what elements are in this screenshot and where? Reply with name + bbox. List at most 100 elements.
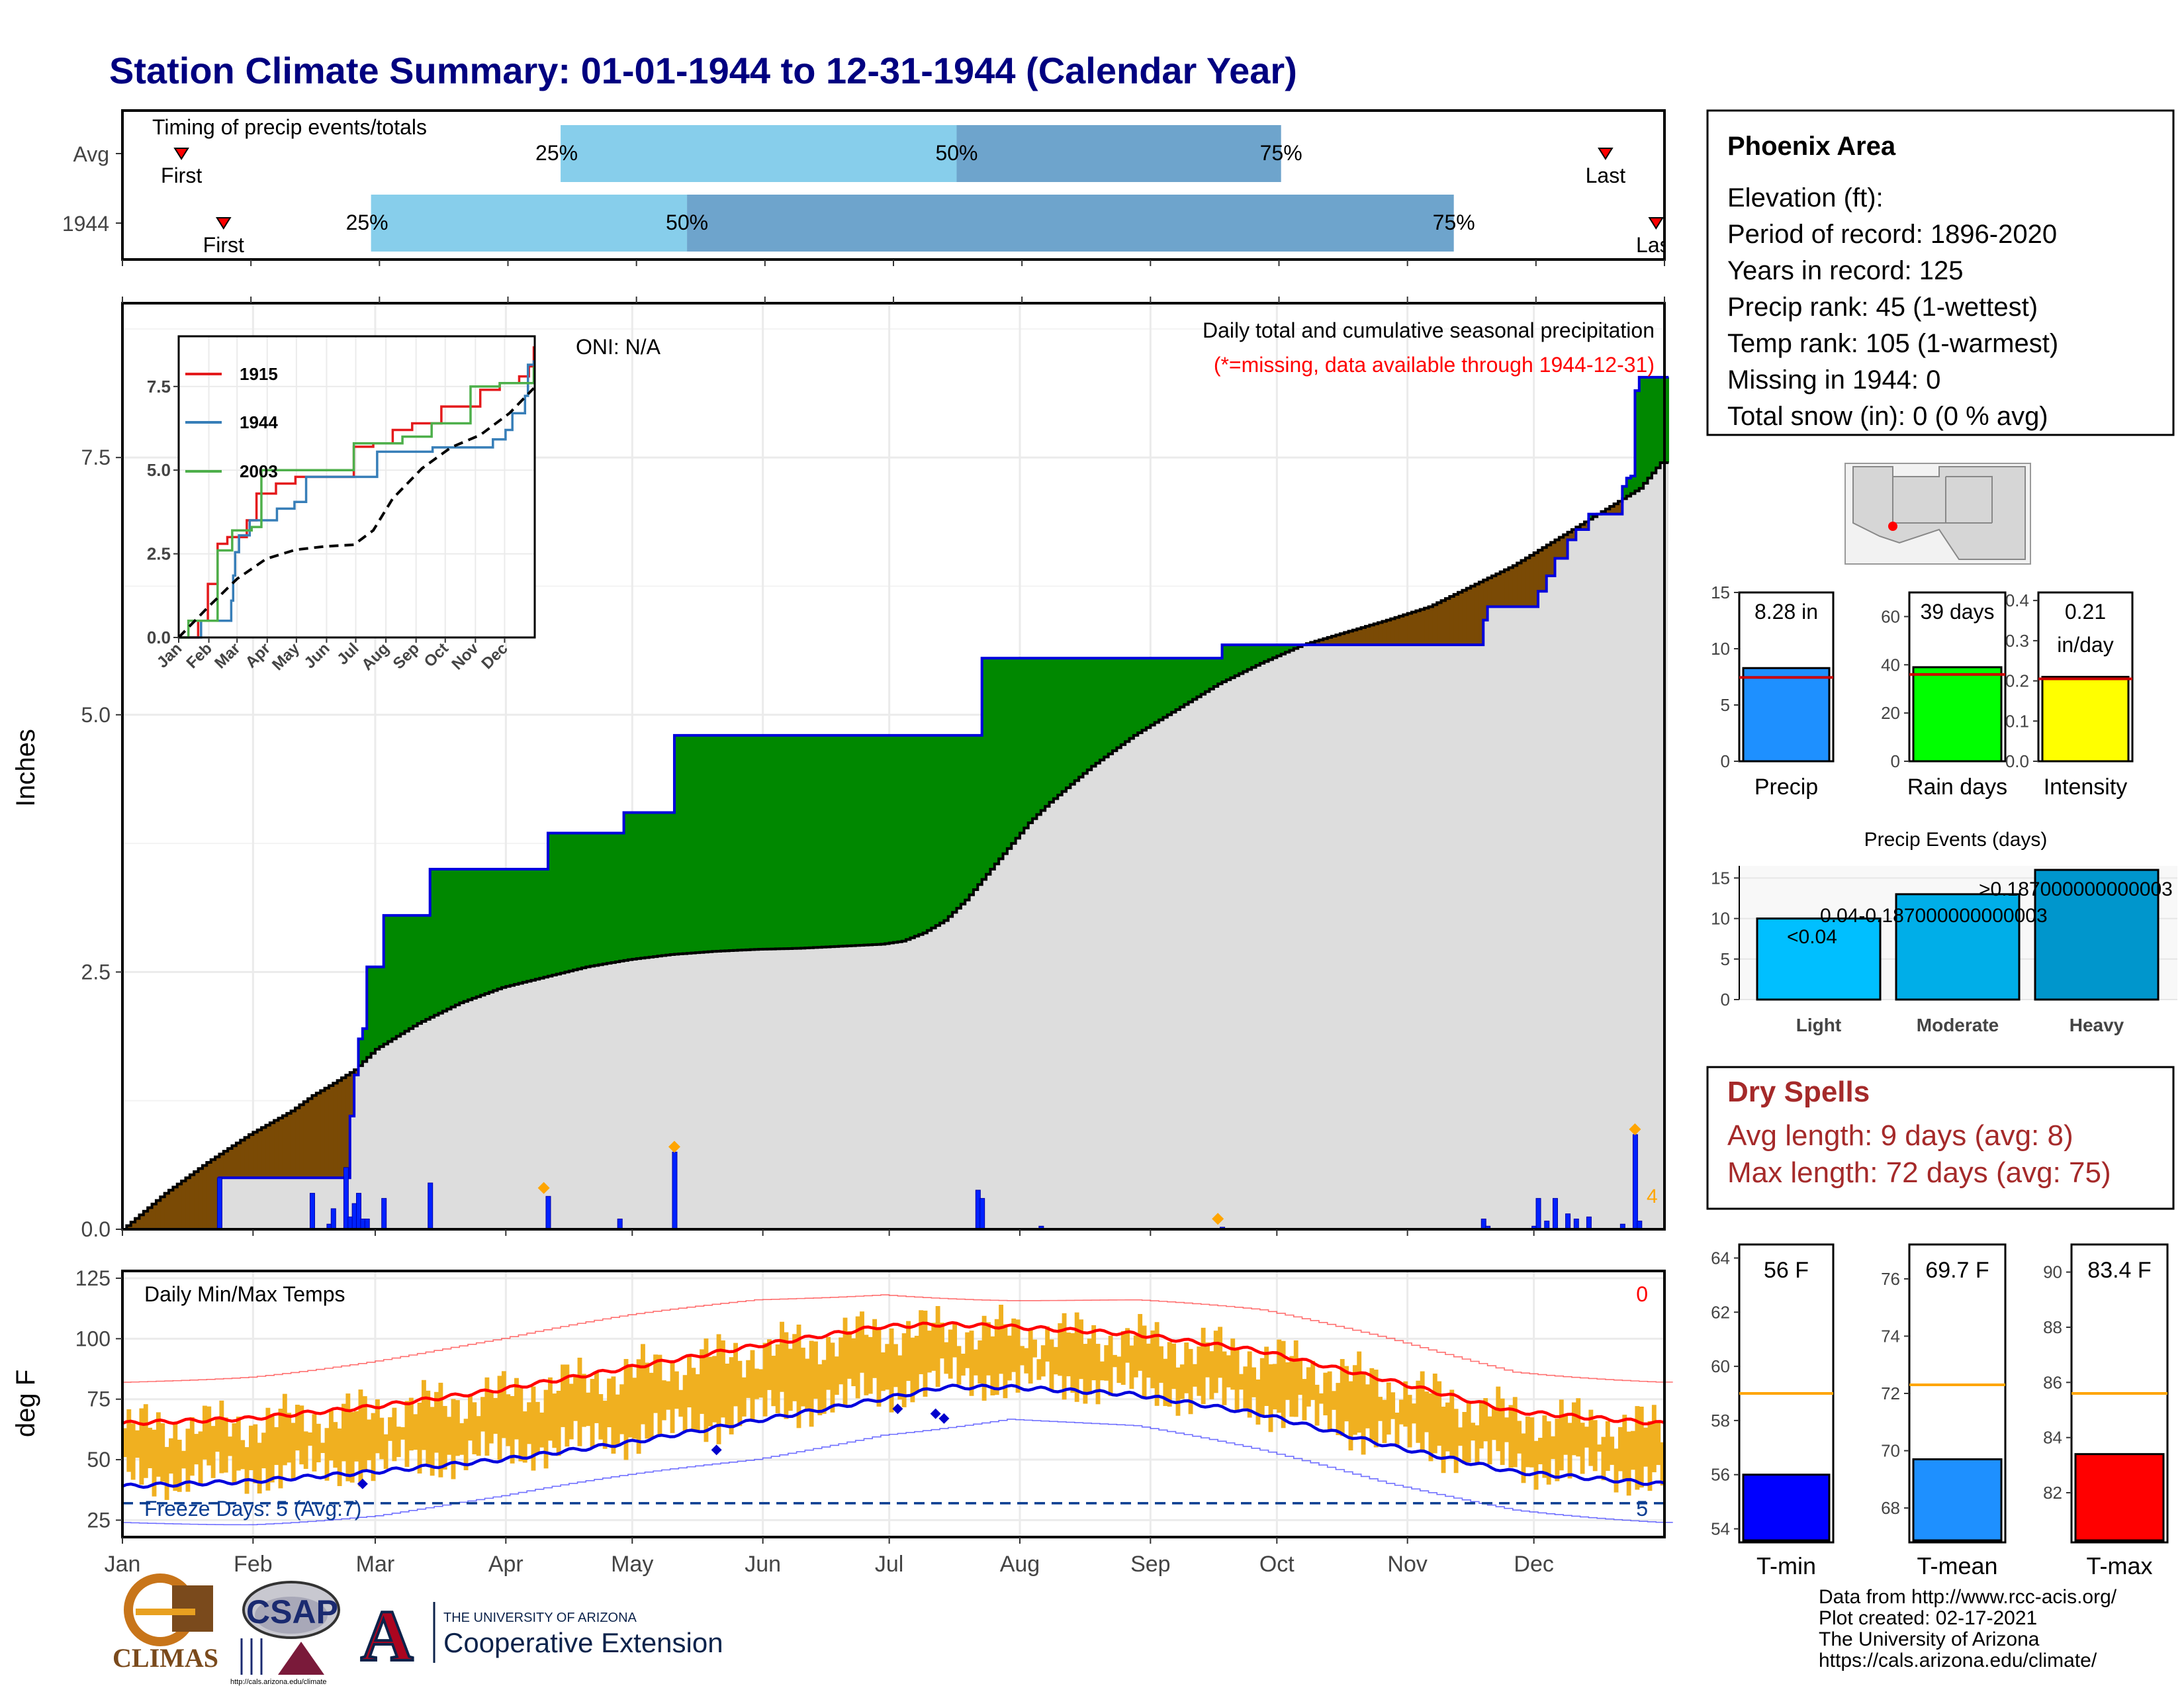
daily-precip-bar bbox=[545, 1196, 551, 1230]
surplus-area bbox=[484, 868, 490, 994]
surplus-area bbox=[1175, 658, 1181, 710]
daily-temp-bar bbox=[1159, 1346, 1163, 1383]
daily-temp-bar bbox=[1083, 1344, 1088, 1404]
temp-ytick-label: 25 bbox=[87, 1508, 111, 1532]
daily-temp-bar bbox=[956, 1346, 962, 1385]
csap-logo: CSAP http://cals.arizona.edu/climate bbox=[230, 1581, 340, 1686]
surplus-area bbox=[1277, 645, 1282, 656]
summary-ytick-label: 60 bbox=[1881, 606, 1900, 626]
surplus-area bbox=[872, 735, 878, 945]
deficit-area bbox=[1512, 565, 1518, 607]
surplus-area bbox=[623, 812, 629, 961]
surplus-area bbox=[1251, 645, 1257, 668]
daily-temp-bar bbox=[1622, 1415, 1627, 1480]
temp-summary-name: T-min bbox=[1756, 1552, 1816, 1579]
daily-temp-bar bbox=[707, 1356, 713, 1427]
surplus-area bbox=[771, 735, 776, 949]
surplus-area bbox=[586, 833, 591, 967]
events-bar-label: >0.187000000000003 bbox=[1979, 878, 2173, 900]
dry-spells-avg: Avg length: 9 days (avg: 8) bbox=[1727, 1119, 2073, 1152]
daily-temp-bar bbox=[367, 1419, 372, 1460]
ua-letter: A bbox=[361, 1595, 413, 1676]
temp-ytick-label: 125 bbox=[75, 1266, 111, 1290]
daily-precip-bar bbox=[979, 1197, 985, 1230]
deficit-area bbox=[173, 1187, 178, 1229]
daily-temp-bar bbox=[476, 1416, 481, 1456]
deficit-area bbox=[1449, 596, 1455, 645]
daily-temp-bar bbox=[388, 1417, 392, 1441]
daily-temp-bar bbox=[1323, 1372, 1328, 1416]
daily-temp-bar bbox=[981, 1315, 987, 1401]
surplus-area bbox=[426, 915, 431, 1019]
daily-temp-bar bbox=[1441, 1406, 1446, 1474]
surplus-area bbox=[1049, 658, 1054, 802]
daily-temp-bar bbox=[1108, 1335, 1113, 1396]
surplus-area bbox=[733, 735, 739, 951]
surplus-area bbox=[527, 868, 532, 982]
temp-summary-name: T-max bbox=[2086, 1552, 2152, 1579]
temp-summary-ytick-label: 72 bbox=[1881, 1383, 1900, 1403]
summary-ytick-label: 20 bbox=[1881, 703, 1900, 723]
surplus-area bbox=[1192, 658, 1197, 700]
timing-clip bbox=[1666, 111, 1706, 259]
deficit-area bbox=[1584, 522, 1590, 530]
main-ytick-label: 5.0 bbox=[81, 703, 111, 727]
surplus-area bbox=[1036, 658, 1042, 815]
surplus-area bbox=[611, 833, 616, 963]
daily-temp-bar bbox=[177, 1439, 182, 1492]
main-ytick-label: 7.5 bbox=[81, 445, 111, 469]
daily-temp-bar bbox=[1268, 1364, 1273, 1432]
oni-label: ONI: N/A bbox=[576, 335, 661, 359]
daily-temp-bar bbox=[1496, 1386, 1501, 1452]
daily-temp-bar bbox=[328, 1409, 334, 1461]
surplus-area bbox=[522, 868, 527, 982]
daily-temp-bar bbox=[767, 1339, 772, 1390]
surplus-area bbox=[1113, 658, 1118, 751]
daily-temp-bar bbox=[337, 1428, 342, 1486]
daily-temp-bar bbox=[700, 1349, 705, 1414]
deficit-area bbox=[1466, 588, 1471, 645]
timing-first-last-label: Last bbox=[1586, 164, 1626, 187]
surplus-area bbox=[565, 833, 570, 972]
deficit-area bbox=[1487, 578, 1492, 607]
temp-summary-ytick-label: 90 bbox=[2043, 1262, 2062, 1282]
daily-temp-bar bbox=[265, 1407, 271, 1491]
daily-temp-bar bbox=[1213, 1331, 1218, 1393]
surplus-area bbox=[927, 735, 932, 931]
surplus-area bbox=[362, 1028, 367, 1062]
surplus-area bbox=[919, 735, 924, 935]
daily-temp-bar bbox=[417, 1402, 422, 1474]
deficit-area bbox=[1551, 542, 1556, 576]
deficit-area bbox=[181, 1180, 187, 1229]
deficit-area bbox=[1521, 560, 1526, 607]
record-low-marker bbox=[930, 1408, 941, 1419]
daily-temp-bar bbox=[1066, 1333, 1071, 1377]
surplus-area bbox=[720, 735, 725, 951]
daily-temp-bar bbox=[451, 1399, 456, 1479]
deficit-area bbox=[210, 1159, 216, 1229]
csap-logo-text: CSAP bbox=[246, 1593, 338, 1630]
surplus-area bbox=[1631, 476, 1636, 494]
freeze-days-count: 5 bbox=[1636, 1497, 1648, 1521]
surplus-area bbox=[417, 915, 422, 1024]
daily-temp-bar bbox=[291, 1423, 296, 1479]
daily-temp-bar bbox=[1373, 1370, 1379, 1448]
daily-temp-bar bbox=[189, 1417, 195, 1476]
daily-precip-bar bbox=[1586, 1216, 1592, 1230]
timing-bar-q1 bbox=[371, 195, 688, 252]
daily-temp-bar bbox=[421, 1380, 426, 1450]
surplus-area bbox=[468, 868, 473, 1000]
surplus-area bbox=[948, 735, 953, 917]
surplus-area bbox=[813, 735, 819, 948]
summary-value-label-2: in/day bbox=[2057, 633, 2113, 657]
daily-temp-bar bbox=[1656, 1421, 1661, 1466]
temp-ytick-label: 75 bbox=[87, 1387, 111, 1411]
daily-temp-bar bbox=[1592, 1420, 1598, 1472]
daily-temp-bar bbox=[1024, 1348, 1029, 1374]
daily-temp-bar bbox=[1352, 1365, 1357, 1435]
surplus-area bbox=[1146, 658, 1151, 728]
daily-temp-bar bbox=[379, 1417, 385, 1460]
daily-temp-bar bbox=[244, 1447, 250, 1494]
daily-temp-bar bbox=[581, 1374, 586, 1427]
